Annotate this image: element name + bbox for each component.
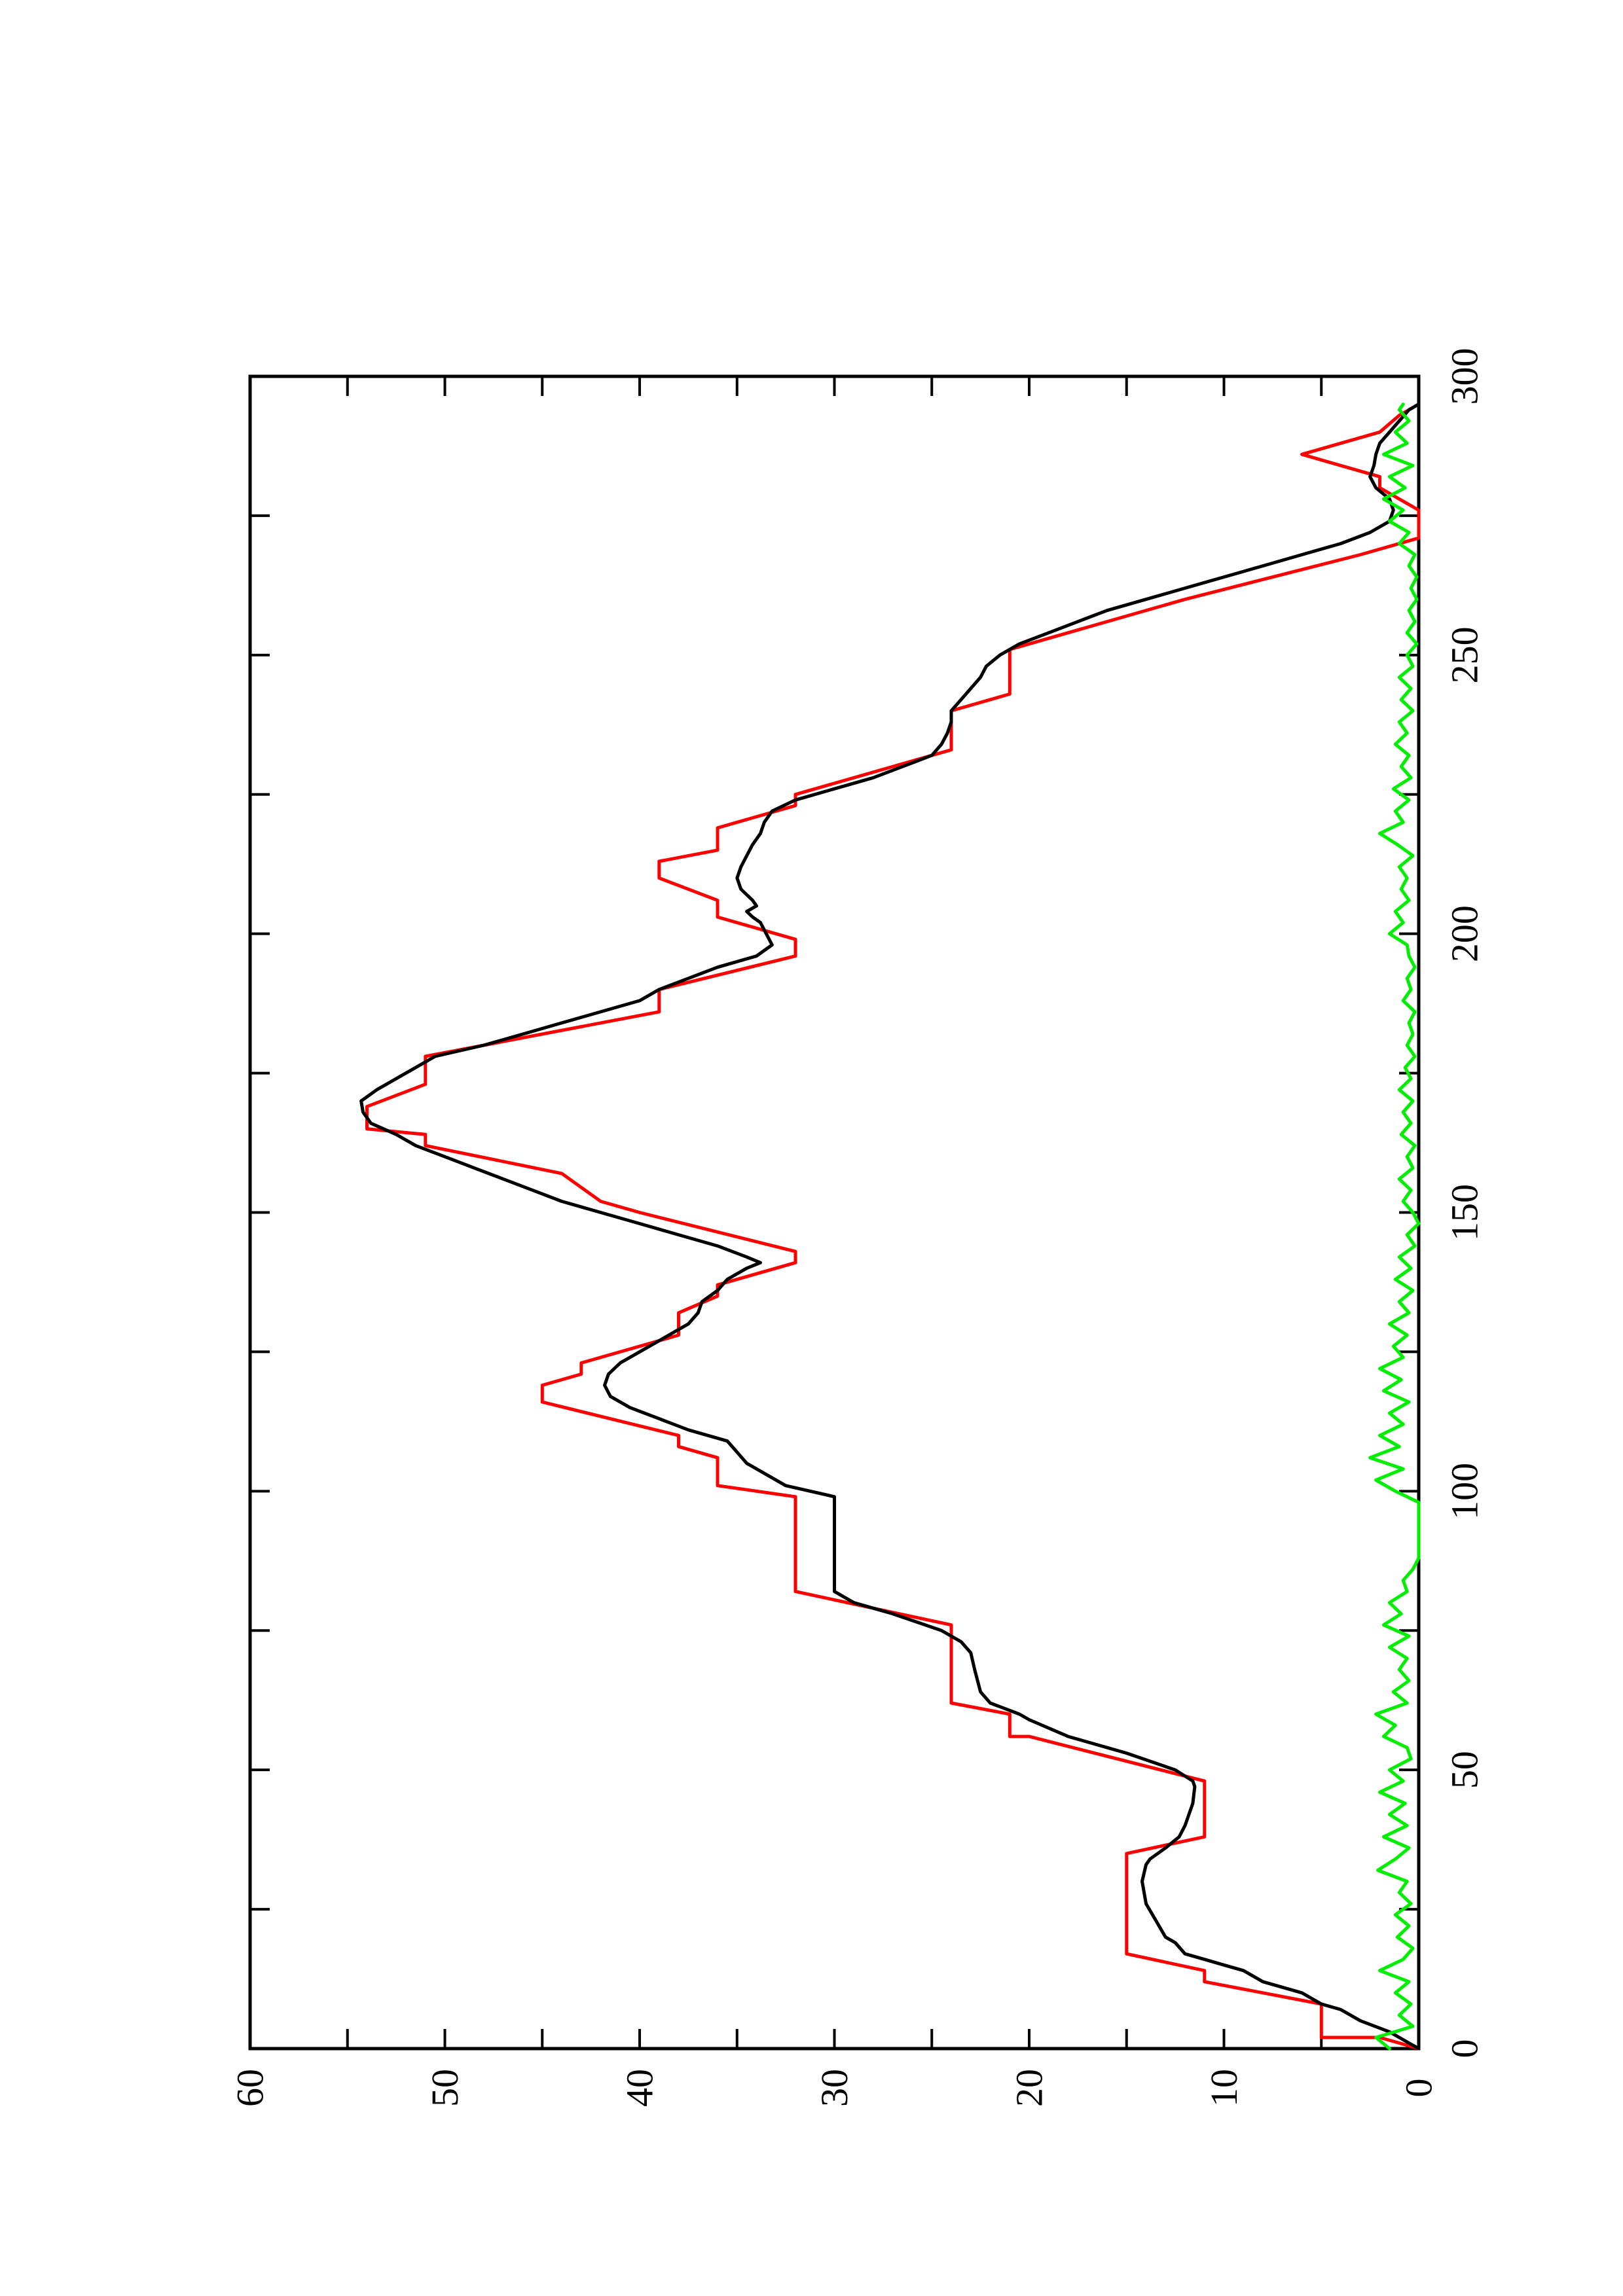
x-tick-label: 300 xyxy=(1444,348,1486,405)
y-tick-label: 10 xyxy=(1203,2069,1245,2107)
series-group xyxy=(359,403,1421,2051)
axis-tick-labels: 0 50 100 150 200 250 300 0 10 20 30 40 50 60 xyxy=(229,348,1486,2108)
plot-frame xyxy=(248,374,1421,2051)
y-tick-label: 60 xyxy=(229,2069,272,2107)
series-line-noisy xyxy=(1368,403,1421,2051)
y-tick-label: 20 xyxy=(1008,2069,1051,2107)
series-line-smooth xyxy=(359,403,1421,2051)
y-tick-label: 40 xyxy=(619,2069,661,2107)
x-tick-label: 0 xyxy=(1444,2039,1486,2058)
axis-ticks xyxy=(249,375,1420,2050)
x-tick-label: 100 xyxy=(1444,1463,1486,1520)
y-tick-label: 0 xyxy=(1398,2079,1440,2098)
x-tick-label: 250 xyxy=(1444,626,1486,683)
x-tick-label: 50 xyxy=(1444,1751,1486,1789)
series-line-step xyxy=(365,403,1421,2051)
y-tick-label: 30 xyxy=(813,2069,856,2107)
x-tick-label: 150 xyxy=(1444,1184,1486,1241)
x-tick-label: 200 xyxy=(1444,905,1486,962)
y-tick-label: 50 xyxy=(424,2069,466,2107)
